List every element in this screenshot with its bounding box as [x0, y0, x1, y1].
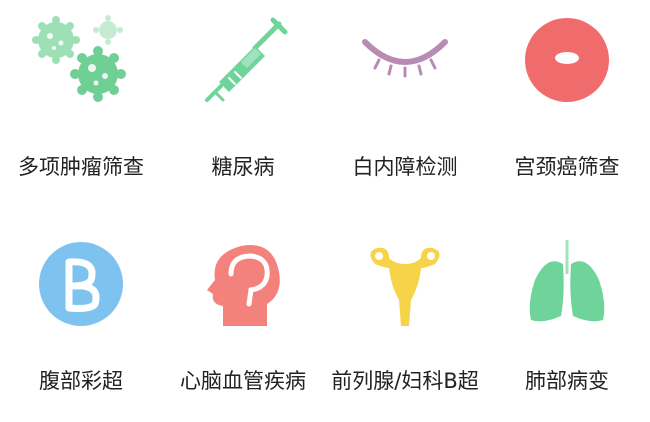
exam-tile-prostate-gyn-ultrasound[interactable]: 前列腺/妇科B超: [324, 211, 486, 422]
exam-tile-label: 前列腺/妇科B超: [331, 369, 479, 393]
exam-tile-label: 糖尿病: [211, 155, 275, 179]
exam-tile-label: 腹部彩超: [39, 369, 123, 393]
cells-icon: [0, 10, 162, 110]
exam-tile-label: 多项肿瘤筛查: [18, 155, 144, 179]
exam-tile-abdominal-ultrasound[interactable]: 腹部彩超: [0, 211, 162, 422]
exam-tile-cardio-cerebrovascular[interactable]: 心脑血管疾病: [162, 211, 324, 422]
exam-tile-lung-disease[interactable]: 肺部病变: [486, 211, 648, 422]
eye-icon: [324, 10, 486, 110]
lungs-icon: [486, 234, 648, 334]
exam-tile-cervical-cancer[interactable]: 宫颈癌筛查: [486, 0, 648, 211]
exam-tile-label: 宫颈癌筛查: [514, 155, 620, 179]
b-ultrasound-icon: [0, 234, 162, 334]
cervix-icon: [486, 10, 648, 110]
exam-tile-label: 心脑血管疾病: [180, 369, 306, 393]
exam-tile-label: 白内障检测: [352, 155, 458, 179]
exam-tile-tumor-screening[interactable]: 多项肿瘤筛查: [0, 0, 162, 211]
uterus-icon: [324, 234, 486, 334]
exam-tile-diabetes[interactable]: 糖尿病: [162, 0, 324, 211]
exam-tile-label: 肺部病变: [525, 369, 609, 393]
head-brain-icon: [162, 234, 324, 334]
syringe-icon: [162, 10, 324, 110]
exam-tile-cataract[interactable]: 白内障检测: [324, 0, 486, 211]
